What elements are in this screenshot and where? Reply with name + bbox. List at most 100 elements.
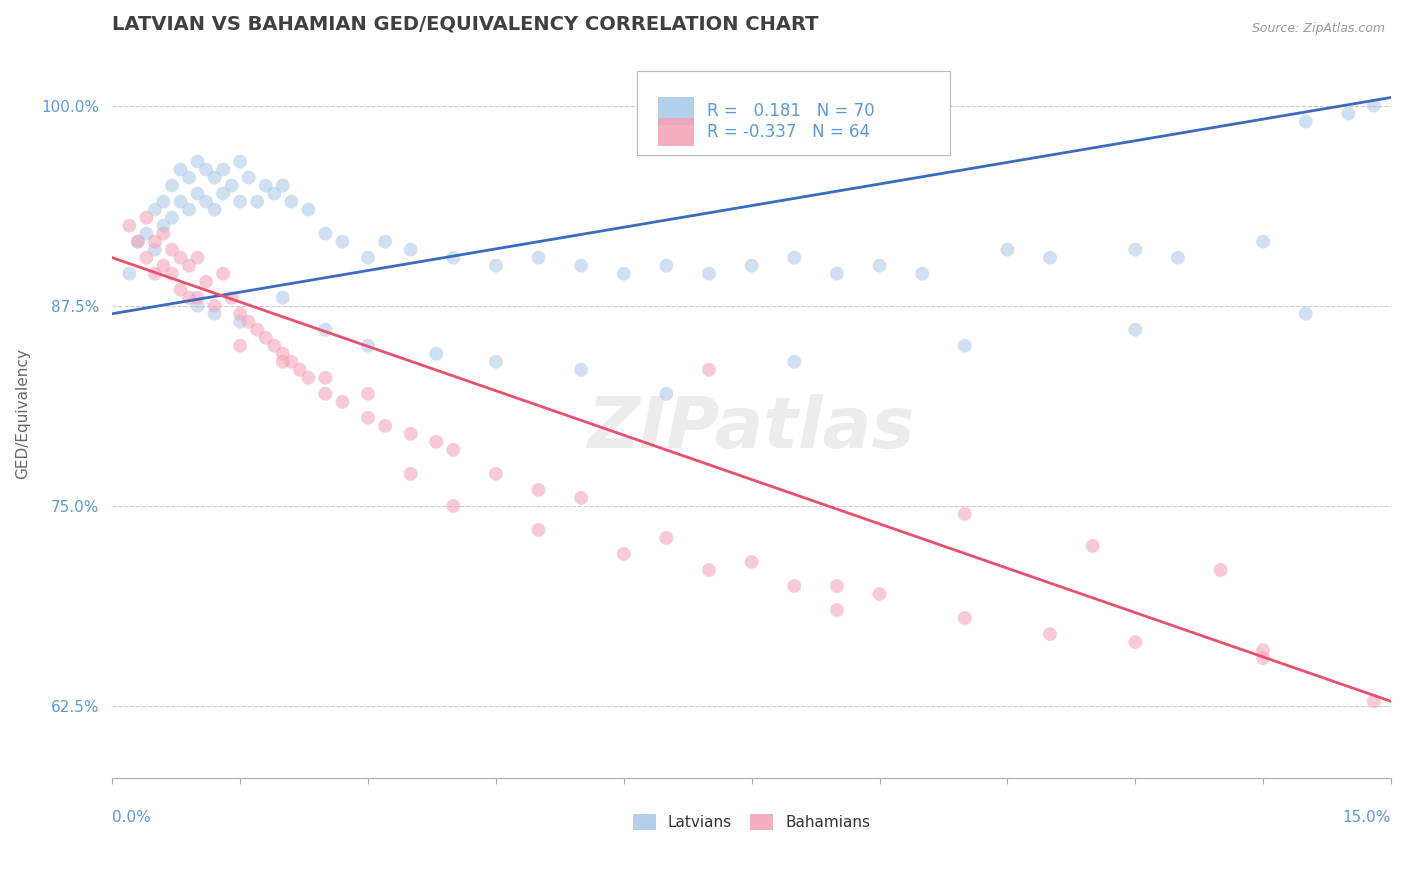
Point [152, 219, 174, 233]
Point [655, 386, 678, 401]
Point [187, 251, 209, 265]
Point [314, 323, 336, 337]
Point [1362, 694, 1385, 708]
Point [783, 355, 806, 369]
Point [160, 243, 183, 257]
Point [425, 434, 447, 449]
Text: LATVIAN VS BAHAMIAN GED/EQUIVALENCY CORRELATION CHART: LATVIAN VS BAHAMIAN GED/EQUIVALENCY CORR… [112, 15, 818, 34]
Point [297, 202, 319, 217]
Point [263, 186, 285, 201]
Bar [658, 118, 695, 145]
Point [212, 186, 235, 201]
Point [204, 307, 226, 321]
Point [187, 291, 209, 305]
Point [314, 371, 336, 385]
Point [399, 243, 422, 257]
Point [195, 194, 218, 209]
Point [246, 323, 269, 337]
Point [143, 202, 166, 217]
Point [1362, 98, 1385, 112]
Point [953, 507, 976, 521]
Point [212, 162, 235, 177]
Point [374, 235, 396, 249]
Point [332, 394, 354, 409]
Point [783, 579, 806, 593]
Point [177, 170, 200, 185]
Text: Source: ZipAtlas.com: Source: ZipAtlas.com [1251, 22, 1385, 36]
FancyBboxPatch shape [637, 71, 950, 155]
Point [177, 259, 200, 273]
Point [271, 355, 294, 369]
Point [911, 267, 934, 281]
Point [118, 219, 141, 233]
Point [613, 267, 636, 281]
Point [160, 211, 183, 225]
Point [953, 339, 976, 353]
Point [169, 194, 191, 209]
Point [357, 386, 380, 401]
Point [229, 194, 252, 209]
Text: R =   0.181   N = 70: R = 0.181 N = 70 [707, 102, 875, 120]
Point [332, 235, 354, 249]
Text: 0.0%: 0.0% [112, 810, 150, 825]
Point [655, 531, 678, 545]
Point [527, 523, 550, 537]
Point [825, 603, 848, 617]
Point [953, 611, 976, 625]
Point [425, 347, 447, 361]
Point [1081, 539, 1104, 553]
Point [229, 315, 252, 329]
Point [741, 555, 763, 569]
Point [152, 259, 174, 273]
Point [169, 162, 191, 177]
Point [869, 259, 891, 273]
Point [1167, 251, 1189, 265]
Point [613, 547, 636, 561]
Point [229, 307, 252, 321]
Point [297, 371, 319, 385]
Point [160, 178, 183, 193]
Point [143, 243, 166, 257]
Point [204, 202, 226, 217]
Point [357, 410, 380, 425]
Point [221, 178, 243, 193]
Point [280, 194, 302, 209]
Point [238, 315, 260, 329]
Point [271, 347, 294, 361]
Point [254, 331, 277, 345]
Point [143, 267, 166, 281]
Point [195, 162, 218, 177]
Point [655, 259, 678, 273]
Point [169, 251, 191, 265]
Point [118, 267, 141, 281]
Point [229, 339, 252, 353]
Point [254, 178, 277, 193]
Point [204, 299, 226, 313]
Point [212, 267, 235, 281]
Point [271, 291, 294, 305]
Point [569, 363, 592, 377]
Point [995, 243, 1018, 257]
Point [288, 363, 311, 377]
Point [869, 587, 891, 601]
Point [1295, 307, 1317, 321]
Point [127, 235, 149, 249]
Point [783, 251, 806, 265]
Point [741, 259, 763, 273]
Point [263, 339, 285, 353]
Point [441, 499, 464, 513]
Point [399, 467, 422, 481]
Point [527, 251, 550, 265]
Point [314, 227, 336, 241]
Point [374, 418, 396, 433]
Point [697, 563, 720, 577]
Point [1123, 323, 1146, 337]
Bar [658, 97, 695, 125]
Point [569, 259, 592, 273]
Point [314, 386, 336, 401]
Point [169, 283, 191, 297]
Text: R = -0.337   N = 64: R = -0.337 N = 64 [707, 123, 870, 141]
Legend: Latvians, Bahamians: Latvians, Bahamians [627, 808, 876, 836]
Point [246, 194, 269, 209]
Point [1251, 651, 1274, 665]
